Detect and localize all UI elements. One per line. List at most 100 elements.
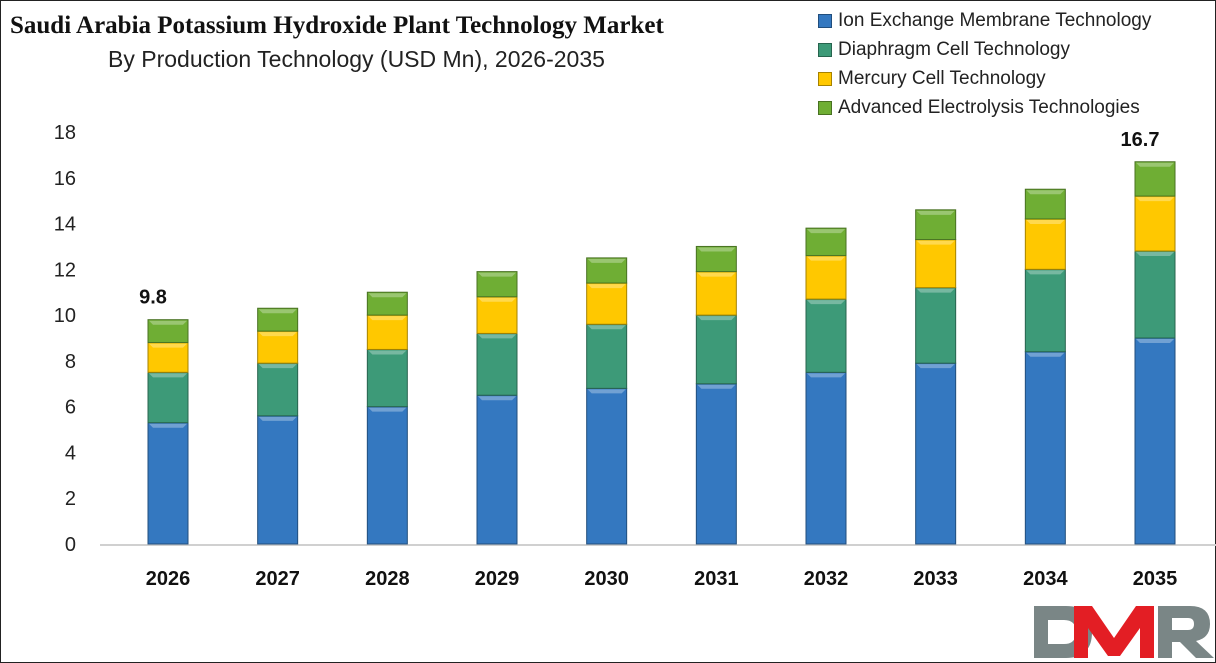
bar-segment: [366, 348, 408, 408]
bar-segment: [695, 271, 737, 316]
bar-bevel: [258, 309, 297, 314]
bar-segment: [1024, 351, 1066, 545]
bar-segment: [695, 383, 737, 545]
bar-bevel: [807, 229, 845, 234]
bar-bevel: [478, 297, 516, 302]
legend-item: Ion Exchange Membrane Technology: [818, 6, 1151, 35]
bar-bevel: [1026, 270, 1065, 275]
bar-bevel: [478, 272, 516, 277]
bar-bevel: [1136, 252, 1174, 257]
y-tick-label: 0: [65, 534, 76, 556]
bar-bevel: [149, 343, 187, 348]
legend-label: Diaphragm Cell Technology: [838, 38, 1070, 60]
bar-bevel: [697, 247, 736, 252]
bar-segment: [257, 330, 299, 364]
bar-bevel: [368, 407, 407, 412]
legend-item: Diaphragm Cell Technology: [818, 35, 1151, 64]
y-tick-label: 2: [65, 488, 76, 510]
legend-item: Advanced Electrolysis Technologies: [818, 93, 1151, 122]
bar-segment: [147, 371, 189, 424]
x-tick-label: 2027: [255, 568, 300, 590]
bar-bevel: [368, 350, 407, 355]
total-label: 16.7: [1121, 129, 1160, 151]
bar-bevel: [1136, 197, 1174, 202]
bar-bevel: [807, 373, 845, 378]
bar-bevel: [478, 334, 516, 339]
bar-segment: [1134, 250, 1176, 339]
bar-bevel: [807, 256, 845, 261]
y-tick-label: 4: [65, 442, 76, 464]
legend-swatch: [818, 100, 832, 115]
bar-bevel: [807, 300, 845, 305]
x-tick-label: 2031: [694, 568, 739, 590]
bar-bevel: [697, 384, 736, 389]
bar-segment: [586, 323, 628, 389]
y-tick-label: 8: [65, 351, 76, 373]
legend-swatch: [818, 13, 832, 28]
bar-bevel: [258, 364, 297, 369]
bar-segment: [915, 239, 957, 289]
y-tick-label: 14: [54, 214, 76, 236]
legend: Ion Exchange Membrane Technology Diaphrag…: [818, 6, 1151, 122]
legend-label: Advanced Electrolysis Technologies: [838, 96, 1140, 118]
bar-segment: [1134, 337, 1176, 545]
bar-bevel: [916, 364, 955, 369]
bar-bevel: [587, 325, 626, 330]
x-tick-label: 2032: [804, 568, 849, 590]
bar-segment: [586, 387, 628, 545]
bar-segment: [366, 291, 408, 316]
bar-segment: [915, 362, 957, 545]
x-tick-label: 2028: [365, 568, 410, 590]
total-label: 9.8: [139, 287, 167, 309]
bar-segment: [586, 282, 628, 325]
y-tick-label: 16: [54, 168, 76, 190]
chart-subtitle: By Production Technology (USD Mn), 2026-…: [108, 46, 605, 72]
legend-label: Mercury Cell Technology: [838, 67, 1046, 89]
x-tick-label: 2026: [146, 568, 191, 590]
bar-bevel: [1026, 352, 1065, 357]
bar-bevel: [149, 373, 187, 378]
bar-bevel: [258, 332, 297, 337]
bar-bevel: [916, 210, 955, 215]
bar-bevel: [587, 389, 626, 394]
legend-swatch: [818, 71, 832, 86]
x-tick-label: 2030: [584, 568, 629, 590]
legend-swatch: [818, 42, 832, 57]
legend-label: Ion Exchange Membrane Technology: [838, 9, 1152, 31]
bar-bevel: [478, 396, 516, 401]
bar-segment: [1134, 161, 1176, 197]
bar-segment: [257, 307, 299, 332]
bar-segment: [1024, 268, 1066, 353]
bar-segment: [915, 287, 957, 364]
bar-segment: [366, 314, 408, 350]
bar-bevel: [1026, 190, 1065, 195]
bar-segment: [147, 422, 189, 545]
legend-item: Mercury Cell Technology: [818, 64, 1151, 93]
x-tick-label: 2034: [1023, 568, 1068, 590]
bar-segment: [476, 332, 518, 396]
bar-bevel: [697, 316, 736, 321]
bar-bevel: [368, 316, 407, 321]
bar-bevel: [916, 240, 955, 245]
bar-bevel: [149, 320, 187, 325]
bar-segment: [476, 394, 518, 545]
y-tick-label: 6: [65, 397, 76, 419]
dmr-logo: [1030, 598, 1216, 662]
bar-segment: [805, 255, 847, 300]
bar-segment: [366, 406, 408, 545]
x-tick-label: 2029: [475, 568, 520, 590]
bar-segment: [147, 319, 189, 344]
bar-bevel: [587, 258, 626, 263]
y-tick-label: 18: [54, 122, 76, 144]
bar-bevel: [916, 288, 955, 293]
bar-segment: [476, 296, 518, 334]
y-tick-label: 10: [54, 305, 76, 327]
bar-bevel: [1136, 162, 1174, 167]
bar-segment: [257, 415, 299, 545]
chart-title: Saudi Arabia Potassium Hydroxide Plant T…: [10, 12, 664, 39]
bar-segment: [1134, 195, 1176, 252]
bar-segment: [257, 362, 299, 417]
x-tick-label: 2033: [913, 568, 958, 590]
bar-segment: [695, 314, 737, 385]
